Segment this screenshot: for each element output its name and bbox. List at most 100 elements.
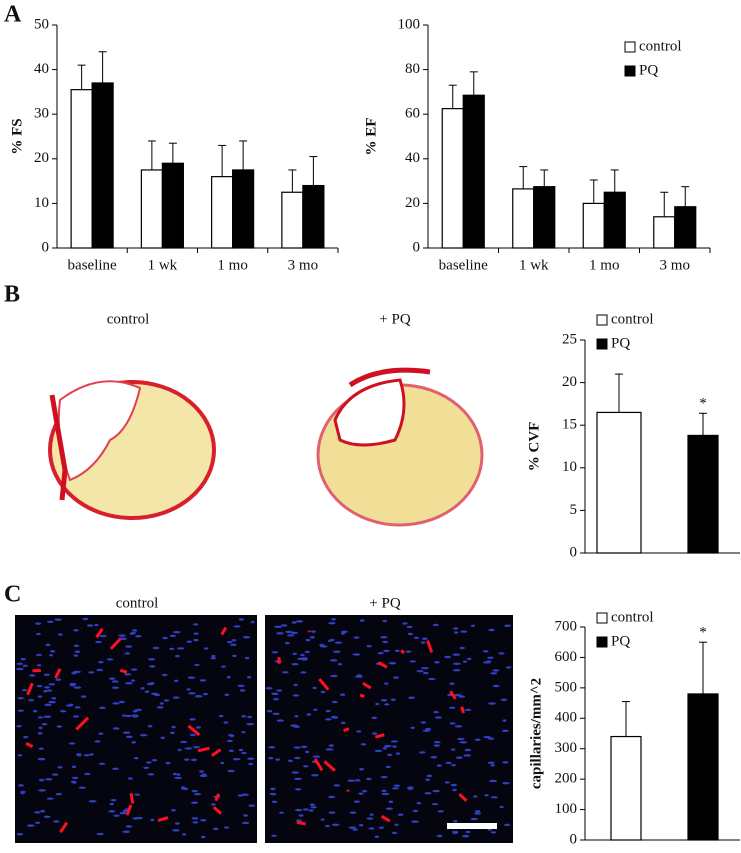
nucleus <box>374 835 380 838</box>
nucleus <box>452 662 461 666</box>
nucleus <box>402 622 408 625</box>
nucleus <box>294 715 299 718</box>
x-tick-label: 1 wk <box>519 257 549 273</box>
nucleus <box>474 738 481 741</box>
bar <box>512 188 535 249</box>
capillary <box>323 760 336 772</box>
nucleus <box>70 780 77 783</box>
nucleus <box>276 689 283 692</box>
nucleus <box>328 622 336 625</box>
capillary <box>359 693 365 698</box>
nucleus <box>40 810 46 813</box>
nucleus <box>272 712 280 716</box>
nucleus <box>499 805 504 809</box>
nucleus <box>422 729 431 732</box>
nucleus <box>20 657 26 661</box>
nucleus <box>492 669 500 672</box>
image-caption: control <box>107 311 150 327</box>
nucleus <box>37 757 46 761</box>
nucleus <box>68 742 76 745</box>
bar <box>281 191 304 249</box>
nucleus <box>202 692 209 696</box>
bar <box>91 82 114 249</box>
nucleus <box>340 721 346 725</box>
nucleus <box>74 650 81 653</box>
capillary <box>212 806 223 815</box>
nucleus <box>192 623 199 626</box>
nucleus <box>377 651 384 655</box>
y-tick-label: 600 <box>555 649 578 665</box>
nucleus <box>487 656 494 659</box>
nucleus <box>111 686 120 689</box>
nucleus <box>276 632 284 635</box>
nucleus <box>144 690 150 693</box>
nucleus <box>160 736 165 740</box>
y-tick-label: 300 <box>555 740 578 756</box>
nucleus <box>71 776 79 780</box>
y-axis-label: % FS <box>9 118 25 154</box>
nucleus <box>303 765 309 768</box>
nucleus <box>285 630 293 634</box>
nucleus <box>146 761 152 764</box>
bar <box>687 693 719 841</box>
nucleus <box>169 647 175 651</box>
nucleus <box>83 754 90 757</box>
nucleus <box>490 764 495 767</box>
nucleus <box>74 706 81 709</box>
y-tick-label: 0 <box>413 239 421 255</box>
y-tick-label: 500 <box>555 679 578 695</box>
nucleus <box>36 664 42 667</box>
nucleus <box>169 634 176 638</box>
nucleus <box>489 779 498 783</box>
bar <box>232 169 255 249</box>
nucleus <box>291 662 299 666</box>
nucleus <box>134 708 142 712</box>
nucleus <box>384 682 389 685</box>
nucleus <box>199 770 204 773</box>
capillary <box>374 733 385 739</box>
nucleus <box>37 716 44 719</box>
bar <box>211 176 234 249</box>
nucleus <box>268 756 274 760</box>
nucleus <box>310 806 317 809</box>
nucleus <box>330 674 338 678</box>
nucleus <box>188 692 196 695</box>
nucleus <box>449 682 455 685</box>
nucleus <box>16 662 23 666</box>
panel-label: C <box>4 582 21 608</box>
nucleus <box>426 774 433 778</box>
nucleus <box>54 618 62 621</box>
nucleus <box>463 754 472 757</box>
nucleus <box>224 693 230 696</box>
nucleus <box>48 654 53 657</box>
nucleus <box>333 784 341 787</box>
nucleus <box>55 678 62 681</box>
nucleus <box>149 682 155 685</box>
nucleus <box>50 650 56 653</box>
nucleus <box>375 702 380 706</box>
nucleus <box>488 702 496 705</box>
nucleus <box>21 689 28 692</box>
nucleus <box>502 761 509 764</box>
nucleus <box>177 748 182 752</box>
nucleus <box>308 809 314 812</box>
nucleus <box>371 716 378 720</box>
y-tick-label: 700 <box>555 618 578 634</box>
nucleus <box>368 827 375 830</box>
nucleus <box>177 647 185 650</box>
y-axis-label: capillaries/mm^2 <box>528 678 544 789</box>
nucleus <box>325 718 332 721</box>
capillary <box>187 724 201 737</box>
nucleus <box>330 715 338 719</box>
nucleus <box>444 655 452 659</box>
nucleus <box>218 714 224 718</box>
nucleus <box>22 664 28 667</box>
nucleus <box>450 783 458 787</box>
capillary <box>214 793 221 802</box>
nucleus <box>88 800 97 803</box>
nucleus <box>298 814 304 817</box>
nucleus <box>433 710 439 714</box>
capillary <box>25 742 34 748</box>
nucleus <box>223 721 229 724</box>
nucleus <box>392 745 397 748</box>
